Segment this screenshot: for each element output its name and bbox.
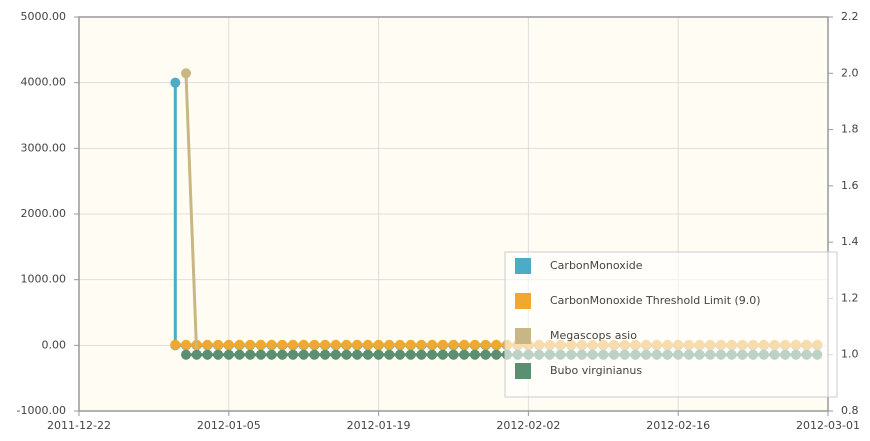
data-point [330, 349, 341, 360]
data-point [405, 349, 416, 360]
y2-tick-label: 1.6 [841, 179, 859, 192]
data-point [362, 339, 373, 350]
legend-box [504, 251, 838, 398]
data-point [234, 349, 245, 360]
data-point [448, 349, 459, 360]
data-point [459, 339, 470, 350]
data-point [181, 349, 191, 360]
data-point [223, 349, 234, 360]
legend: CarbonMonoxide CarbonMonoxide Threshold L… [504, 251, 838, 398]
legend-label: Bubo virginianus [550, 364, 642, 377]
data-point [255, 339, 266, 350]
x-tick-label: 2012-03-01 [796, 419, 860, 432]
data-point [277, 339, 288, 350]
data-point [373, 339, 384, 350]
data-point [352, 339, 363, 350]
data-point [352, 349, 363, 360]
data-point [427, 349, 438, 360]
data-point [202, 339, 213, 350]
y-tick-label: 1000.00 [21, 273, 67, 286]
data-point [437, 339, 448, 350]
data-point [469, 349, 480, 360]
data-point [277, 349, 288, 360]
data-point [341, 349, 352, 360]
data-point [330, 339, 341, 350]
x-tick-label: 2011-12-22 [47, 419, 111, 432]
y-tick-label: 0.00 [42, 338, 67, 351]
data-point [395, 349, 405, 360]
data-point [266, 339, 277, 350]
y2-tick-label: 0.8 [841, 404, 859, 417]
data-point [480, 349, 491, 360]
data-point [213, 349, 224, 360]
legend-swatch [515, 363, 531, 379]
data-point [459, 349, 470, 360]
y2-tick-label: 1.4 [841, 235, 859, 248]
y2-tick-label: 2.2 [841, 10, 859, 23]
data-point [362, 349, 373, 360]
data-point [384, 339, 395, 350]
data-point [298, 339, 309, 350]
data-point [170, 77, 181, 88]
legend-label: CarbonMonoxide [550, 259, 643, 272]
data-point [181, 339, 191, 350]
data-point [320, 349, 331, 360]
data-point [181, 68, 191, 79]
data-point [320, 339, 331, 350]
x-tick-label: 2012-02-02 [496, 419, 560, 432]
data-point [448, 339, 459, 350]
legend-swatch [515, 258, 531, 274]
data-point [416, 349, 427, 360]
data-point [202, 349, 213, 360]
data-point [298, 349, 309, 360]
data-point [234, 339, 245, 350]
data-point [480, 339, 491, 350]
x-tick-label: 2012-01-05 [197, 419, 261, 432]
data-point [491, 349, 502, 360]
data-point [416, 339, 427, 350]
legend-swatch [515, 328, 531, 344]
x-tick-label: 2012-01-19 [347, 419, 411, 432]
y2-tick-label: 1.8 [841, 123, 859, 136]
legend-label: CarbonMonoxide Threshold Limit (9.0) [550, 294, 761, 307]
data-point [491, 339, 502, 350]
y-tick-label: 5000.00 [21, 10, 67, 23]
data-point [255, 349, 266, 360]
y-tick-label: -1000.00 [17, 404, 66, 417]
y2-tick-label: 2.0 [841, 66, 859, 79]
data-point [309, 349, 320, 360]
data-point [309, 339, 320, 350]
y-tick-label: 2000.00 [21, 207, 67, 220]
data-point [213, 339, 224, 350]
data-point [245, 339, 256, 350]
data-point [170, 339, 181, 350]
data-point [373, 349, 384, 360]
data-point [427, 339, 438, 350]
data-point [288, 339, 298, 350]
data-point [395, 339, 405, 350]
data-point [341, 339, 352, 350]
data-point [223, 339, 234, 350]
legend-label: Megascops asio [550, 329, 637, 342]
plot-border [78, 16, 829, 412]
y2-tick-label: 1.0 [841, 348, 859, 361]
data-point [405, 339, 416, 350]
data-point [245, 349, 256, 360]
data-point [469, 339, 480, 350]
y-tick-label: 4000.00 [21, 76, 67, 89]
legend-swatch [515, 293, 531, 309]
y2-tick-label: 1.2 [841, 291, 859, 304]
data-point [437, 349, 448, 360]
x-tick-label: 2012-02-16 [646, 419, 710, 432]
data-point [384, 349, 395, 360]
data-point [191, 349, 202, 360]
data-point [288, 349, 298, 360]
data-point [266, 349, 277, 360]
y-tick-label: 3000.00 [21, 141, 67, 154]
